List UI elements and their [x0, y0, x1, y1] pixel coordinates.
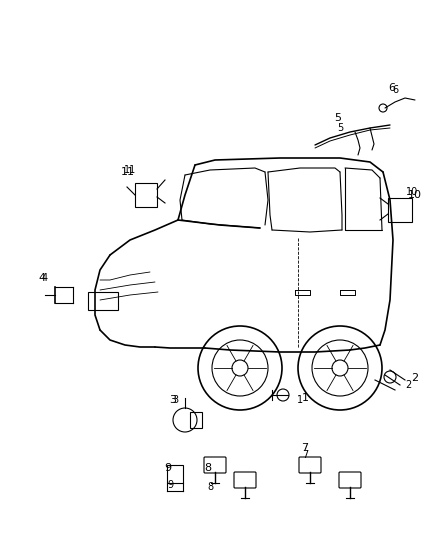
Text: 5: 5	[337, 123, 343, 133]
Text: 2: 2	[405, 380, 411, 390]
Text: 10: 10	[406, 187, 418, 197]
Text: 7: 7	[302, 450, 308, 460]
Bar	[190, 412, 202, 428]
Text: 6: 6	[392, 85, 398, 95]
Text: 11: 11	[121, 167, 135, 177]
Text: 4: 4	[42, 273, 48, 283]
Text: 8: 8	[205, 463, 212, 473]
Text: 1: 1	[301, 393, 308, 403]
Bar	[135, 183, 157, 207]
Bar	[388, 198, 412, 222]
Text: 6: 6	[389, 83, 396, 93]
Text: 2: 2	[411, 373, 419, 383]
Text: 11: 11	[124, 165, 136, 175]
Text: 3: 3	[172, 395, 178, 405]
Text: 1: 1	[297, 395, 303, 405]
Text: 7: 7	[301, 443, 308, 453]
Text: 9: 9	[167, 480, 173, 490]
Bar	[167, 465, 183, 483]
Text: 8: 8	[207, 482, 213, 492]
Text: 4: 4	[39, 273, 46, 283]
Text: 10: 10	[408, 190, 422, 200]
Bar	[88, 292, 118, 310]
Text: 5: 5	[335, 113, 342, 123]
Text: 3: 3	[170, 395, 177, 405]
Text: 9: 9	[164, 463, 172, 473]
